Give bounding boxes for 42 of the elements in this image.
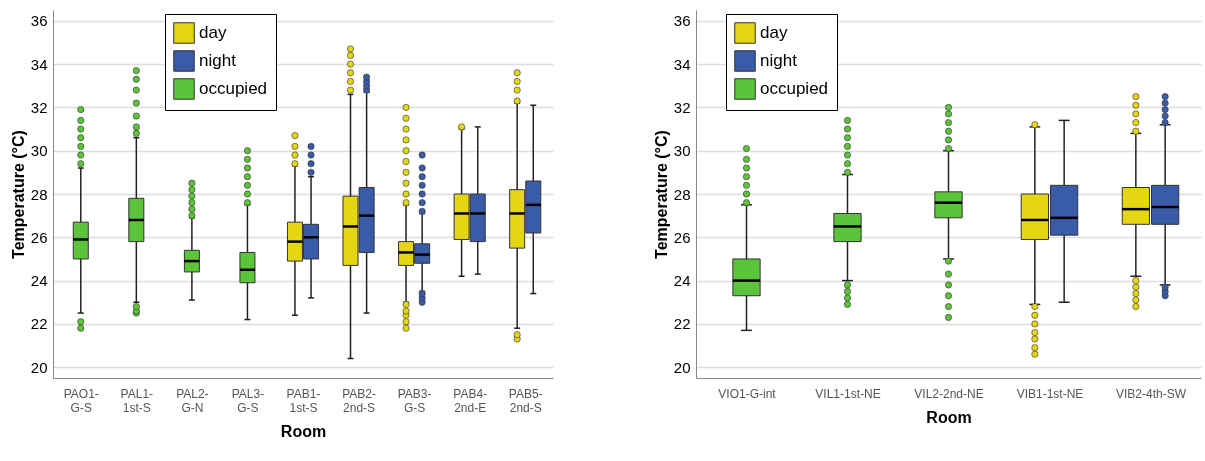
y-tick-label: 20 (30, 358, 48, 376)
y-tick-label: 30 (673, 142, 691, 160)
y-tick-label: 32 (30, 98, 48, 116)
y-tick-label: 36 (673, 12, 691, 30)
x-tick-label: PAL1-1st-S (120, 386, 154, 415)
y-tick-label: 22 (30, 315, 48, 333)
y-tick-label: 26 (673, 228, 691, 246)
y-tick-label: 34 (30, 55, 48, 73)
x-tick-label: PAL3-G-S (231, 386, 265, 415)
x-tick-label: PAB1-1st-S (286, 386, 321, 415)
x-tick-label: VIB2-4th-SW (1115, 386, 1187, 401)
legend-label: occupied (760, 79, 829, 98)
y-tick-label: 20 (673, 358, 691, 376)
x-tick-label: VIO1-G-int (718, 386, 777, 401)
x-tick-label: PAB2-2nd-S (342, 386, 376, 415)
x-tick-label: VIL2-2nd-NE (914, 386, 984, 401)
y-tick-label: 28 (30, 185, 48, 203)
x-tick-label: PAB3-G-S (397, 386, 432, 415)
x-tick-label: VIL1-1st-NE (815, 386, 881, 401)
x-axis-title: Room (926, 408, 972, 426)
legend-label: night (760, 51, 798, 70)
y-tick-label: 26 (30, 228, 48, 246)
legend-label: occupied (199, 79, 268, 98)
y-tick-label: 30 (30, 142, 48, 160)
y-axis-title: Temperature (°C) (652, 130, 670, 259)
x-tick-label: PAL2-G-N (176, 386, 209, 415)
y-tick-label: 36 (30, 12, 48, 30)
y-tick-label: 24 (30, 272, 48, 290)
y-axis-title: Temperature (°C) (9, 130, 27, 259)
legend-label: day (199, 23, 227, 42)
y-tick-label: 24 (673, 272, 691, 290)
x-tick-label: PAO1-G-S (63, 386, 99, 415)
x-tick-label: PAB4-2nd-E (453, 386, 488, 415)
x-axis-title: Room (280, 422, 327, 440)
legend-label: night (199, 51, 237, 70)
y-tick-label: 28 (673, 185, 691, 203)
y-tick-label: 32 (673, 98, 691, 116)
x-tick-label: PAB5-2nd-S (508, 386, 543, 415)
y-tick-label: 34 (673, 55, 691, 73)
legend-label: day (760, 23, 788, 42)
x-tick-label: VIB1-1st-NE (1016, 386, 1084, 401)
y-tick-label: 22 (673, 315, 691, 333)
